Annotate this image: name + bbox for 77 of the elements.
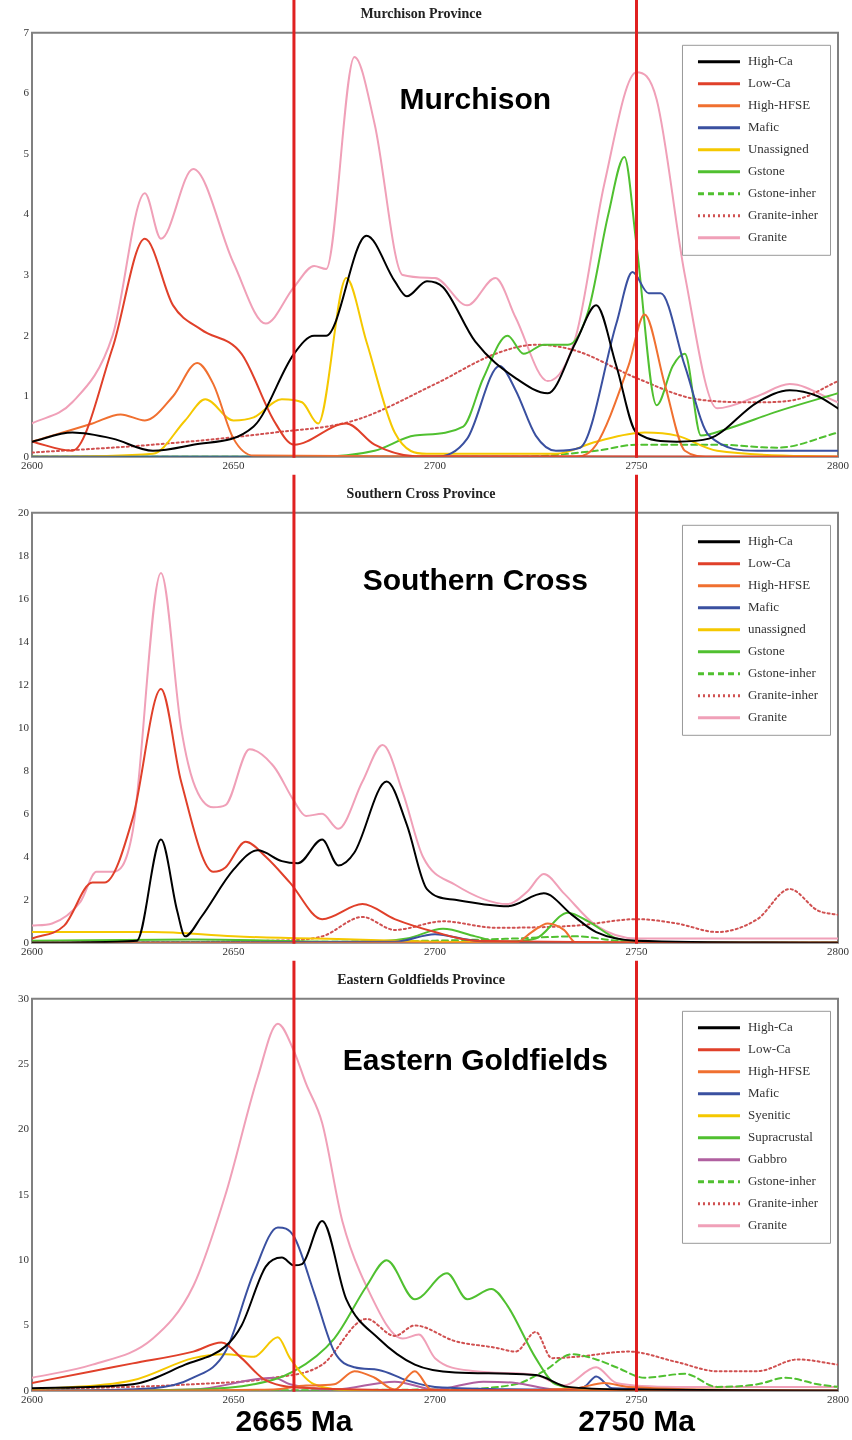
legend-label: Gstone-inher [747, 185, 817, 201]
legend-label: High-HFSE [747, 97, 811, 113]
legend-label: Low-Ca [747, 555, 791, 571]
y-tick-label: 15 [18, 1187, 30, 1200]
y-tick-label: 8 [23, 763, 30, 776]
y-tick-label: 20 [18, 505, 30, 518]
y-tick-label: 4 [23, 207, 30, 220]
legend-label: Granite [747, 229, 788, 245]
x-tick-label: 2650 [222, 945, 245, 958]
y-tick-label: 3 [23, 267, 30, 280]
chart-title: Southern Cross Province [346, 486, 496, 502]
legend-label: Unassigned [747, 141, 810, 157]
x-tick-label: 2650 [222, 459, 245, 472]
chart-title: Murchison Province [360, 6, 482, 22]
y-tick-label: 12 [18, 677, 29, 690]
x-tick-label: 2800 [827, 945, 850, 958]
legend-label: High-HFSE [747, 577, 811, 593]
annotation: Eastern Goldfields [342, 1042, 608, 1076]
legend-label: Gstone [747, 163, 786, 179]
x-tick-label: 2750 [625, 1393, 648, 1406]
x-tick-label: 2800 [827, 1393, 850, 1406]
y-tick-label: 2 [23, 892, 29, 905]
legend-label: Granite-inher [747, 207, 819, 223]
legend-label: Granite-inher [747, 1195, 819, 1211]
legend-label: Low-Ca [747, 75, 791, 91]
y-tick-label: 18 [18, 548, 30, 561]
legend-label: High-HFSE [747, 1063, 811, 1079]
y-tick-label: 2 [23, 328, 29, 341]
legend-label: Gstone-inher [747, 1173, 817, 1189]
x-tick-label: 2600 [21, 945, 44, 958]
x-tick-label: 2750 [625, 945, 648, 958]
legend-label: High-Ca [747, 533, 793, 549]
chart-title: Eastern Goldfields Province [337, 972, 505, 988]
y-tick-label: 14 [18, 634, 30, 647]
x-tick-label: 2600 [21, 459, 44, 472]
x-tick-label: 2800 [827, 459, 850, 472]
y-tick-label: 10 [18, 1253, 30, 1266]
y-tick-label: 4 [23, 849, 30, 862]
legend-label: Granite-inher [747, 687, 819, 703]
y-tick-label: 7 [23, 25, 30, 38]
legend-label: High-Ca [747, 1019, 793, 1035]
x-tick-label: 2650 [222, 1393, 245, 1406]
x-tick-label: 2600 [21, 1393, 44, 1406]
annotation: Southern Cross [362, 562, 588, 596]
y-tick-label: 0 [23, 1383, 30, 1396]
ref-line-label: 2665 Ma [235, 1404, 353, 1438]
y-tick-label: 30 [18, 991, 30, 1004]
y-tick-label: 25 [18, 1057, 30, 1070]
legend-label: Mafic [747, 599, 780, 615]
y-tick-label: 6 [23, 806, 30, 819]
y-tick-label: 5 [23, 146, 30, 159]
legend-label: Syenitic [747, 1107, 791, 1123]
x-tick-label: 2700 [424, 459, 447, 472]
annotation: Murchison [399, 81, 552, 115]
legend-label: Granite [747, 1217, 788, 1233]
legend-label: Mafic [747, 1085, 780, 1101]
y-tick-label: 1 [23, 389, 29, 402]
legend-label: Gstone [747, 643, 786, 659]
legend-label: unassigned [747, 621, 807, 637]
y-tick-label: 10 [18, 720, 30, 733]
legend-label: Gabbro [747, 1151, 787, 1167]
legend-label: Gstone-inher [747, 665, 817, 681]
legend-label: Low-Ca [747, 1041, 791, 1057]
y-tick-label: 20 [18, 1122, 30, 1135]
legend-label: Supracrustal [747, 1129, 814, 1145]
x-tick-label: 2700 [424, 1393, 447, 1406]
y-tick-label: 16 [18, 591, 30, 604]
y-tick-label: 6 [23, 86, 30, 99]
legend-label: Mafic [747, 119, 780, 135]
legend-label: High-Ca [747, 53, 793, 69]
y-tick-label: 0 [23, 449, 30, 462]
y-tick-label: 0 [23, 935, 30, 948]
y-tick-label: 5 [23, 1318, 30, 1331]
legend-label: Granite [747, 709, 788, 725]
x-tick-label: 2700 [424, 945, 447, 958]
ref-line-label: 2750 Ma [578, 1404, 696, 1438]
x-tick-label: 2750 [625, 459, 648, 472]
